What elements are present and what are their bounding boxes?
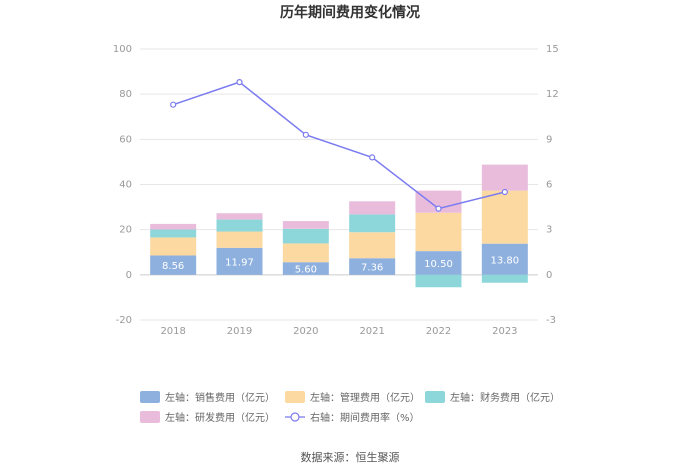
legend-swatch bbox=[285, 391, 305, 403]
bar-segment bbox=[282, 221, 329, 229]
bar-segment bbox=[349, 232, 396, 259]
legend-label: 右轴：期间费用率（%） bbox=[310, 411, 420, 424]
legend-line-marker bbox=[290, 412, 300, 422]
line-point bbox=[170, 101, 177, 108]
bar-segment bbox=[150, 255, 197, 275]
legend-item: 右轴：期间费用率（%） bbox=[285, 411, 420, 424]
legend-item: 左轴：研发费用（亿元） bbox=[140, 411, 275, 424]
line-point bbox=[369, 154, 376, 161]
bar-data-label: 11.97 bbox=[225, 257, 254, 268]
source-note: 数据来源：恒生聚源 bbox=[301, 450, 400, 464]
legend: 左轴：销售费用（亿元） 左轴：管理费用（亿元） 左轴：财务费用（亿元） 左轴：研发费用… bbox=[140, 391, 560, 424]
bar-segment bbox=[481, 243, 528, 275]
x-tick-label: 2018 bbox=[160, 326, 185, 337]
y-axis-right: 15 12 9 6 3 0 -3 bbox=[546, 44, 559, 326]
line-path bbox=[172, 81, 506, 210]
line-point bbox=[236, 79, 243, 86]
x-tick-label: 2019 bbox=[227, 326, 252, 337]
y-left-tick-label: 0 bbox=[126, 270, 132, 281]
bar-segment bbox=[216, 231, 263, 248]
bar-segment bbox=[349, 201, 396, 215]
legend-label: 左轴：财务费用（亿元） bbox=[450, 391, 560, 404]
bar-data-label: 13.80 bbox=[491, 255, 520, 266]
x-tick-label: 2021 bbox=[359, 326, 384, 337]
legend-item: 左轴：管理费用（亿元） bbox=[285, 391, 420, 404]
bar-segment bbox=[282, 228, 329, 244]
bar-segment bbox=[481, 164, 528, 191]
y-right-tick-label: 3 bbox=[546, 225, 552, 236]
line-point bbox=[501, 188, 508, 196]
x-tick-label: 2022 bbox=[426, 326, 451, 337]
bar-segment bbox=[216, 219, 263, 232]
bar-segment bbox=[150, 229, 197, 238]
y-right-tick-label: 12 bbox=[546, 89, 559, 100]
y-right-tick-label: 9 bbox=[546, 134, 552, 145]
legend-swatch bbox=[425, 391, 445, 403]
chart-title: 历年期间费用变化情况 bbox=[280, 4, 420, 21]
y-left-tick-label: -20 bbox=[116, 315, 132, 326]
legend-label: 左轴：管理费用（亿元） bbox=[310, 391, 420, 404]
legend-swatch bbox=[140, 411, 160, 423]
bar-data-label: 10.50 bbox=[424, 259, 453, 270]
bar-segment bbox=[282, 262, 329, 275]
bar-segment bbox=[349, 214, 396, 233]
bar-segment bbox=[415, 212, 462, 252]
grid bbox=[140, 48, 538, 321]
bar-segment bbox=[481, 274, 528, 283]
bar-segment bbox=[216, 213, 263, 220]
bar-segment bbox=[415, 251, 462, 275]
legend-item: 左轴：财务费用（亿元） bbox=[425, 391, 560, 404]
legend-label: 左轴：销售费用（亿元） bbox=[165, 391, 275, 404]
bar-data-label: 5.60 bbox=[295, 265, 317, 276]
legend-label: 左轴：研发费用（亿元） bbox=[165, 411, 275, 424]
y-left-tick-label: 40 bbox=[119, 180, 132, 191]
y-right-tick-label: -3 bbox=[546, 315, 556, 326]
bars: 8.56 11.97 5.60 7.36 10.50 13.80 bbox=[150, 164, 528, 288]
y-axis-left: 100 80 60 40 20 0 -20 bbox=[113, 44, 132, 326]
bar-segment bbox=[415, 274, 462, 288]
bar-segment bbox=[415, 190, 462, 213]
bar-segment bbox=[150, 223, 197, 230]
y-left-tick-label: 100 bbox=[113, 44, 132, 55]
bar-data-label: 8.56 bbox=[162, 261, 184, 272]
y-left-tick-label: 20 bbox=[119, 225, 132, 236]
x-tick-label: 2023 bbox=[492, 326, 517, 337]
x-tick-label: 2020 bbox=[293, 326, 318, 337]
x-axis: 2018 2019 2020 2021 2022 2023 bbox=[160, 326, 517, 337]
legend-swatch bbox=[140, 391, 160, 403]
y-right-tick-label: 6 bbox=[546, 180, 552, 191]
bar-data-label: 7.36 bbox=[361, 263, 383, 274]
y-right-tick-label: 0 bbox=[546, 270, 552, 281]
line-point bbox=[302, 131, 309, 138]
y-right-tick-label: 15 bbox=[546, 44, 559, 55]
y-left-tick-label: 60 bbox=[119, 134, 132, 145]
y-left-tick-label: 80 bbox=[119, 89, 132, 100]
line-point bbox=[435, 205, 442, 212]
bar-segment bbox=[349, 258, 396, 275]
bar-segment bbox=[481, 190, 528, 244]
legend-item: 左轴：销售费用（亿元） bbox=[140, 391, 275, 404]
bar-segment bbox=[150, 237, 197, 256]
expense-rate-line bbox=[170, 79, 508, 212]
bar-segment bbox=[216, 247, 263, 275]
bar-segment bbox=[282, 243, 329, 263]
